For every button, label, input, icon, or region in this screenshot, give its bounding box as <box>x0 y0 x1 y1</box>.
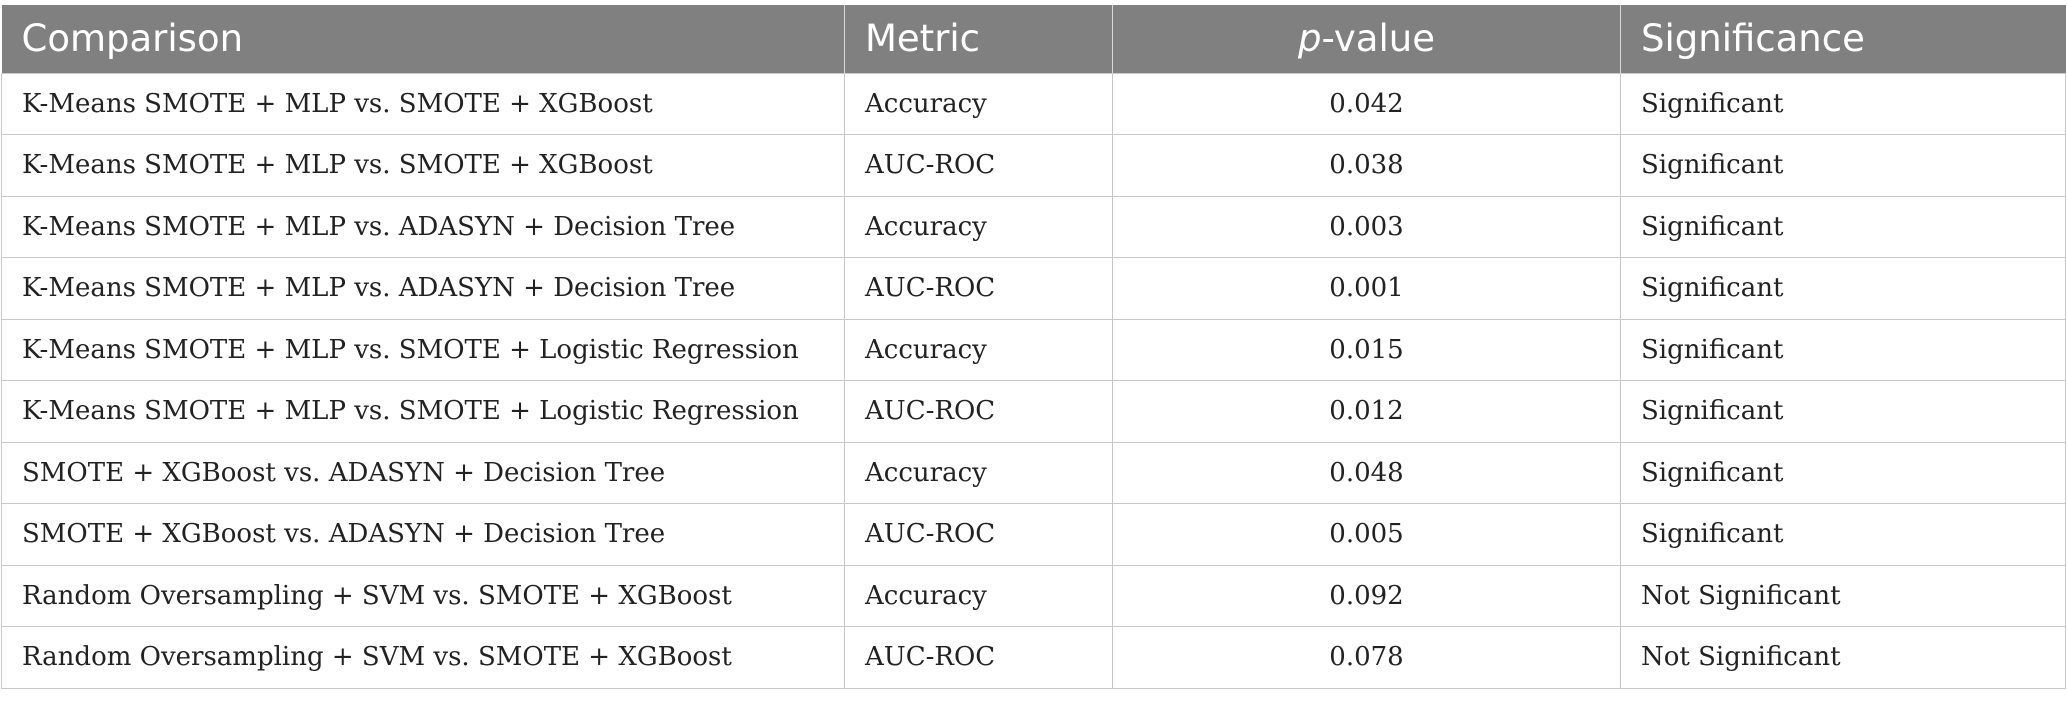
header-metric: Metric <box>844 5 1113 73</box>
cell-comparison: K-Means SMOTE + MLP vs. SMOTE + Logistic… <box>1 318 845 381</box>
cell-comparison: K-Means SMOTE + MLP vs. ADASYN + Decisio… <box>1 257 845 320</box>
header-comparison: Comparison <box>1 5 845 73</box>
cell-metric: AUC-ROC <box>844 503 1113 566</box>
cell-metric: AUC-ROC <box>844 134 1113 197</box>
table-row: K-Means SMOTE + MLP vs. SMOTE + Logistic… <box>1 318 2066 381</box>
cell-comparison: Random Oversampling + SVM vs. SMOTE + XG… <box>1 626 845 689</box>
cell-significance: Significant <box>1620 503 2066 566</box>
cell-significance: Not Significant <box>1620 564 2066 627</box>
table-row: SMOTE + XGBoost vs. ADASYN + Decision Tr… <box>1 503 2066 566</box>
cell-pvalue: 0.042 <box>1112 72 1621 135</box>
results-table-container: Comparison Metric p-value Significance K… <box>1 5 2066 689</box>
cell-comparison: SMOTE + XGBoost vs. ADASYN + Decision Tr… <box>1 441 845 504</box>
header-pvalue-symbol: p <box>1298 17 1322 61</box>
cell-metric: AUC-ROC <box>844 626 1113 689</box>
header-row: Comparison Metric p-value Significance <box>1 5 2066 73</box>
cell-significance: Significant <box>1620 72 2066 135</box>
table-row: K-Means SMOTE + MLP vs. SMOTE + XGBoost A… <box>1 72 2066 135</box>
cell-comparison: K-Means SMOTE + MLP vs. SMOTE + XGBoost <box>1 134 845 197</box>
cell-pvalue: 0.092 <box>1112 564 1621 627</box>
table-body: K-Means SMOTE + MLP vs. SMOTE + XGBoost A… <box>1 72 2066 689</box>
cell-significance: Not Significant <box>1620 626 2066 689</box>
cell-pvalue: 0.012 <box>1112 380 1621 443</box>
cell-metric: AUC-ROC <box>844 257 1113 320</box>
table-row: K-Means SMOTE + MLP vs. ADASYN + Decisio… <box>1 195 2066 258</box>
cell-metric: Accuracy <box>844 318 1113 381</box>
table-row: K-Means SMOTE + MLP vs. SMOTE + XGBoost A… <box>1 134 2066 197</box>
header-significance: Significance <box>1620 5 2066 73</box>
header-pvalue-suffix: -value <box>1321 17 1435 61</box>
cell-significance: Significant <box>1620 380 2066 443</box>
cell-comparison: K-Means SMOTE + MLP vs. SMOTE + XGBoost <box>1 72 845 135</box>
table-row: K-Means SMOTE + MLP vs. ADASYN + Decisio… <box>1 257 2066 320</box>
table-row: SMOTE + XGBoost vs. ADASYN + Decision Tr… <box>1 441 2066 504</box>
cell-pvalue: 0.003 <box>1112 195 1621 258</box>
significance-table: Comparison Metric p-value Significance K… <box>1 5 2066 689</box>
cell-metric: AUC-ROC <box>844 380 1113 443</box>
table-header: Comparison Metric p-value Significance <box>1 5 2066 73</box>
cell-significance: Significant <box>1620 318 2066 381</box>
cell-comparison: K-Means SMOTE + MLP vs. ADASYN + Decisio… <box>1 195 845 258</box>
cell-significance: Significant <box>1620 134 2066 197</box>
cell-pvalue: 0.048 <box>1112 441 1621 504</box>
cell-pvalue: 0.001 <box>1112 257 1621 320</box>
cell-metric: Accuracy <box>844 195 1113 258</box>
cell-pvalue: 0.015 <box>1112 318 1621 381</box>
table-row: K-Means SMOTE + MLP vs. SMOTE + Logistic… <box>1 380 2066 443</box>
cell-pvalue: 0.038 <box>1112 134 1621 197</box>
cell-significance: Significant <box>1620 195 2066 258</box>
cell-pvalue: 0.078 <box>1112 626 1621 689</box>
cell-metric: Accuracy <box>844 564 1113 627</box>
cell-comparison: K-Means SMOTE + MLP vs. SMOTE + Logistic… <box>1 380 845 443</box>
header-pvalue: p-value <box>1112 5 1621 73</box>
table-row: Random Oversampling + SVM vs. SMOTE + XG… <box>1 564 2066 627</box>
cell-metric: Accuracy <box>844 441 1113 504</box>
cell-significance: Significant <box>1620 441 2066 504</box>
table-row: Random Oversampling + SVM vs. SMOTE + XG… <box>1 626 2066 689</box>
cell-pvalue: 0.005 <box>1112 503 1621 566</box>
cell-comparison: Random Oversampling + SVM vs. SMOTE + XG… <box>1 564 845 627</box>
cell-significance: Significant <box>1620 257 2066 320</box>
cell-comparison: SMOTE + XGBoost vs. ADASYN + Decision Tr… <box>1 503 845 566</box>
cell-metric: Accuracy <box>844 72 1113 135</box>
